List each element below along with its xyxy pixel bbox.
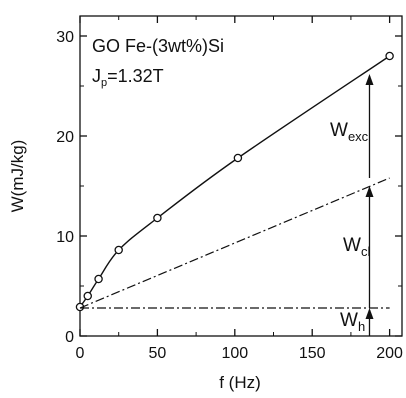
x-axis-ticks: 0 50 100 150 200 [76,16,403,362]
w-h-label: Wh [340,310,365,334]
induction-value: =1.32T [107,66,164,86]
total-loss-point [153,213,162,223]
w-cl-label: Wcl [343,235,370,259]
x-tick-label: 200 [376,345,403,362]
total-loss-point [385,51,394,61]
induction-annotation: Jp=1.32T [92,66,164,89]
y-tick-label: 10 [56,229,74,246]
total-loss-point [233,153,243,163]
x-tick-label: 100 [221,345,248,362]
y-tick-label: 0 [65,329,74,346]
x-tick-label: 150 [299,345,326,362]
w-exc-main: W [330,120,348,141]
component-arrows [365,74,374,336]
total-loss-curve [79,55,391,308]
component-arrowhead-h [365,308,374,319]
w-h-main: W [340,310,358,331]
y-axis-label: W(mJ/kg) [8,140,27,213]
x-tick-label: 50 [149,345,167,362]
series-layer [75,51,394,312]
w-exc-sub: exc [348,129,369,144]
component-arrowhead-exc [365,74,374,85]
total-loss-point [114,245,123,255]
y-tick-label: 20 [56,129,74,146]
induction-subscript: p [101,77,107,89]
y-axis-ticks: 0 10 20 30 [56,29,402,346]
w-cl-main: W [343,235,361,256]
w-exc-label: Wexc [330,120,369,144]
total-loss-point [94,274,103,284]
w-cl-sub: cl [361,244,371,259]
y-tick-label: 30 [56,29,74,46]
component-arrowhead-cl [365,186,374,197]
total-loss-point [83,291,92,301]
x-axis-label: f (Hz) [219,373,261,392]
w-h-sub: h [358,319,365,334]
material-annotation: GO Fe-(3wt%)Si [92,36,224,56]
plot-frame [79,15,403,337]
x-tick-label: 0 [76,345,85,362]
induction-symbol: J [92,66,101,86]
classical-loss-line [79,177,390,309]
